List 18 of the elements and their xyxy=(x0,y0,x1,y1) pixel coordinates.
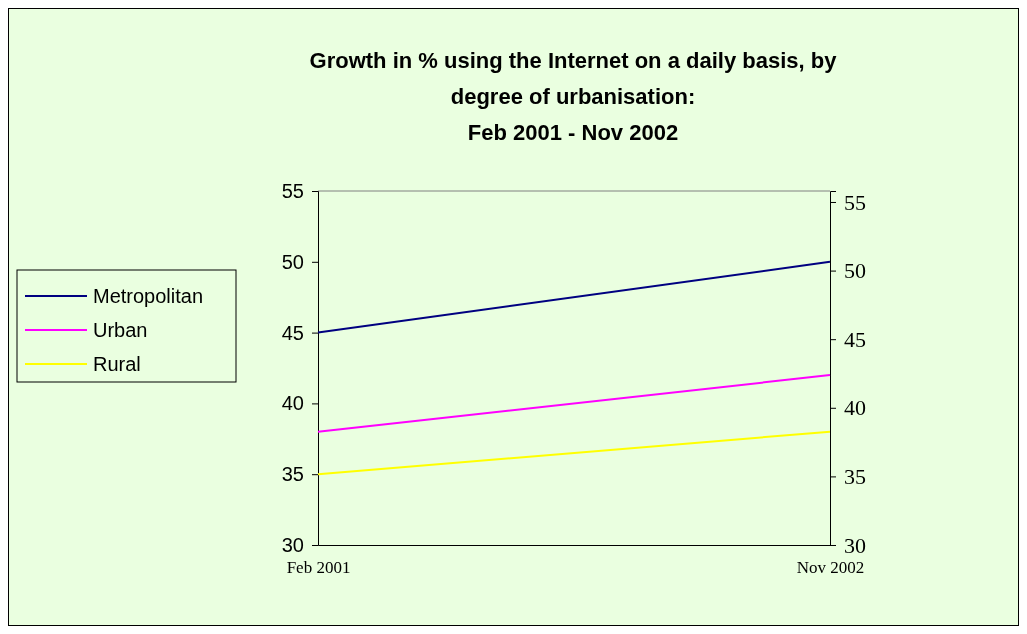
y2-tick-label: 45 xyxy=(844,326,866,352)
legend-label: Rural xyxy=(93,353,141,375)
x-tick-label: Feb 2001 xyxy=(286,558,351,578)
y2-tick-label: 30 xyxy=(844,532,866,558)
y2-tick-label: 55 xyxy=(844,189,866,215)
legend-label: Metropolitan xyxy=(93,285,204,307)
y-tick-label: 30 xyxy=(281,533,304,556)
y2-tick-label: 35 xyxy=(844,463,866,489)
y-tick-label: 55 xyxy=(281,179,304,202)
y-tick-label: 40 xyxy=(281,392,304,415)
x-tick-label: Nov 2002 xyxy=(796,558,865,578)
legend-label: Urban xyxy=(93,319,148,341)
chart-title: Growth in % using the Internet on a daily basis, by degree of urbanisation: Feb 2001 - Nov 2002 xyxy=(309,48,838,145)
y2-tick-label: 50 xyxy=(844,258,866,284)
y-tick-label: 50 xyxy=(281,250,304,273)
y-tick-label: 45 xyxy=(281,321,304,344)
y-tick-label: 35 xyxy=(281,463,304,486)
y2-tick-label: 40 xyxy=(844,395,866,421)
